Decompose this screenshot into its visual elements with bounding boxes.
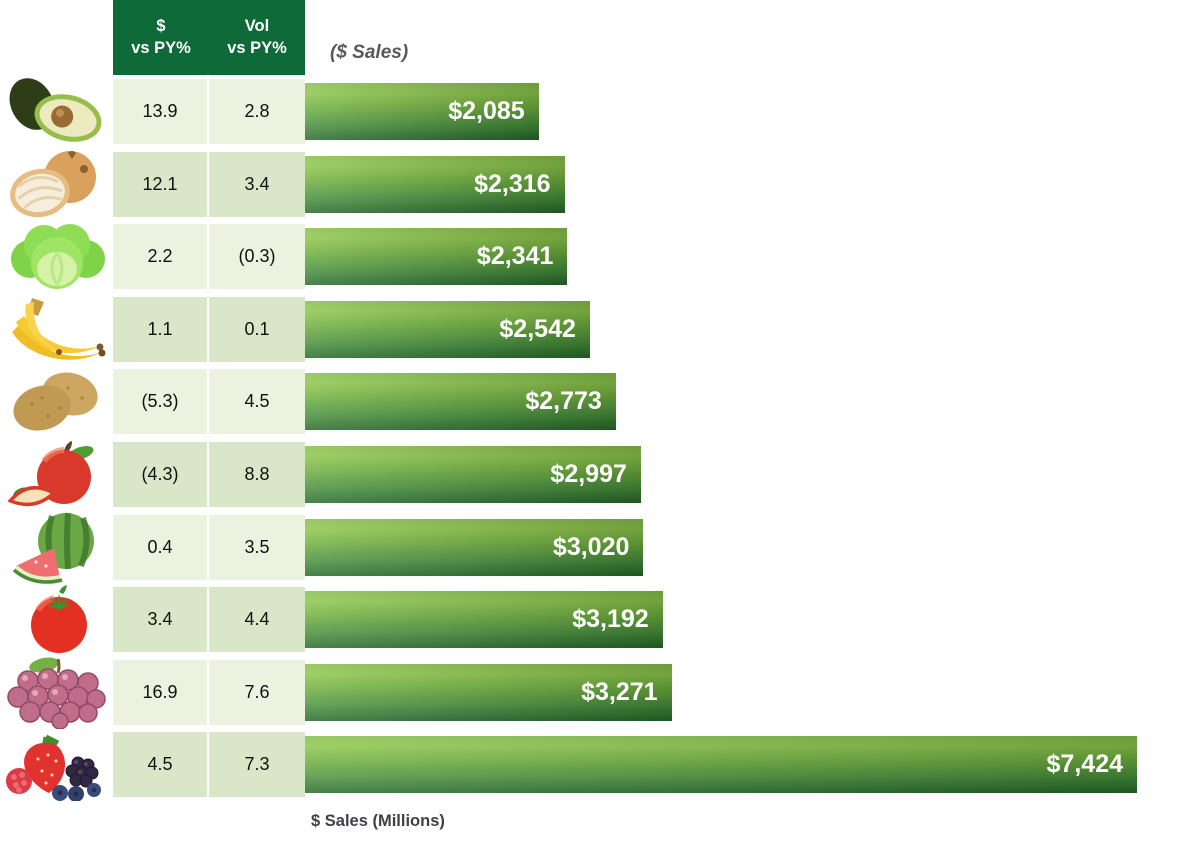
sales-value-label: $3,271 — [581, 677, 658, 706]
vol-vs-py-value: 3.4 — [209, 151, 305, 217]
table-row: 3.4 4.4 $3,192 — [0, 585, 1202, 654]
vol-vs-py-value: 7.3 — [209, 732, 305, 798]
vol-vs-py-value: (0.3) — [209, 224, 305, 290]
dollar-header-line1: $ — [156, 16, 166, 35]
vol-vs-py-value: 8.8 — [209, 441, 305, 507]
vol-vs-py-value: 0.1 — [209, 296, 305, 362]
sales-bar: $2,316 — [305, 155, 565, 213]
table-row: (5.3) 4.5 $2,773 — [0, 369, 1202, 435]
sales-bar: $3,020 — [305, 518, 643, 576]
vol-vs-py-header: Vol vs PY% — [209, 0, 305, 75]
rows-container: 13.9 2.8 $2,085 — [0, 78, 1202, 805]
bananas-icon — [2, 292, 112, 366]
sales-bar: $2,341 — [305, 228, 567, 286]
sales-value-label: $3,020 — [552, 532, 630, 561]
sales-bar: $2,542 — [305, 300, 590, 358]
vol-vs-py-value: 2.8 — [209, 79, 305, 144]
table-row: 4.5 7.3 $7,424 — [0, 732, 1202, 802]
sales-value-label: $2,542 — [499, 314, 576, 343]
dollar-vs-py-value: (4.3) — [113, 441, 207, 507]
tomato-icon — [2, 582, 112, 656]
sales-value-label: $2,341 — [476, 242, 554, 271]
sales-value-label: $3,192 — [572, 605, 649, 634]
vol-header-line2: vs PY% — [227, 38, 287, 57]
sales-value-label: $7,424 — [1046, 750, 1123, 779]
sales-value-label: $2,773 — [525, 387, 602, 416]
onion-icon — [2, 147, 112, 221]
sales-bar: $7,424 — [305, 736, 1137, 794]
dollar-vs-py-value: 2.2 — [113, 224, 207, 290]
dollar-vs-py-header: $ vs PY% — [113, 0, 209, 75]
dollar-vs-py-value: 12.1 — [113, 151, 207, 217]
vol-vs-py-value: 3.5 — [209, 514, 305, 580]
sales-bar: $2,773 — [305, 373, 616, 431]
table-header: $ vs PY% Vol vs PY% — [113, 0, 305, 75]
sales-bar: $3,192 — [305, 591, 663, 649]
sales-value-label: $2,316 — [474, 169, 551, 198]
dollar-header-line2: vs PY% — [131, 38, 191, 57]
lettuce-icon — [2, 219, 112, 293]
sales-value-label: $2,997 — [550, 459, 627, 488]
dollar-vs-py-value: (5.3) — [113, 369, 207, 435]
vol-header-line1: Vol — [244, 16, 270, 35]
dollar-vs-py-value: 3.4 — [113, 587, 207, 653]
dollar-vs-py-value: 1.1 — [113, 296, 207, 362]
apple-icon — [2, 437, 112, 511]
sales-value-label: $2,085 — [448, 97, 525, 125]
dollar-vs-py-value: 4.5 — [113, 732, 207, 798]
vol-vs-py-value: 7.6 — [209, 659, 305, 725]
table-row: 2.2 (0.3) $2,341 — [0, 224, 1202, 290]
potatoes-icon — [2, 364, 112, 438]
table-row: 0.4 3.5 $3,020 — [0, 512, 1202, 584]
table-row: 13.9 2.8 $2,085 — [0, 78, 1202, 144]
chart-title: ($ Sales) — [330, 42, 409, 63]
dollar-vs-py-value: 13.9 — [113, 79, 207, 144]
grapes-icon — [2, 655, 112, 729]
sales-bar: $2,085 — [305, 83, 539, 140]
berries-icon — [2, 727, 112, 802]
sales-bar: $3,271 — [305, 663, 672, 721]
dollar-vs-py-value: 16.9 — [113, 659, 207, 725]
table-row: (4.3) 8.8 $2,997 — [0, 440, 1202, 507]
sales-bar: $2,997 — [305, 445, 641, 503]
vol-vs-py-value: 4.4 — [209, 587, 305, 653]
watermelon-icon — [2, 510, 112, 584]
dollar-vs-py-value: 0.4 — [113, 514, 207, 580]
table-row: 12.1 3.4 $2,316 — [0, 150, 1202, 217]
table-row: 16.9 7.6 $3,271 — [0, 657, 1202, 729]
vol-vs-py-value: 4.5 — [209, 369, 305, 435]
x-axis-label: $ Sales (Millions) — [311, 812, 445, 830]
table-row: 1.1 0.1 $2,542 — [0, 296, 1202, 362]
avocado-icon — [2, 74, 112, 148]
